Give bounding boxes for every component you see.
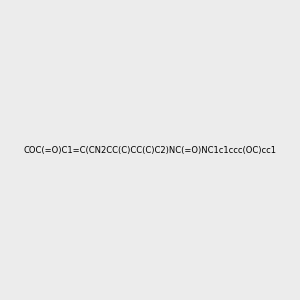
- Text: COC(=O)C1=C(CN2CC(C)CC(C)C2)NC(=O)NC1c1ccc(OC)cc1: COC(=O)C1=C(CN2CC(C)CC(C)C2)NC(=O)NC1c1c…: [23, 146, 277, 154]
